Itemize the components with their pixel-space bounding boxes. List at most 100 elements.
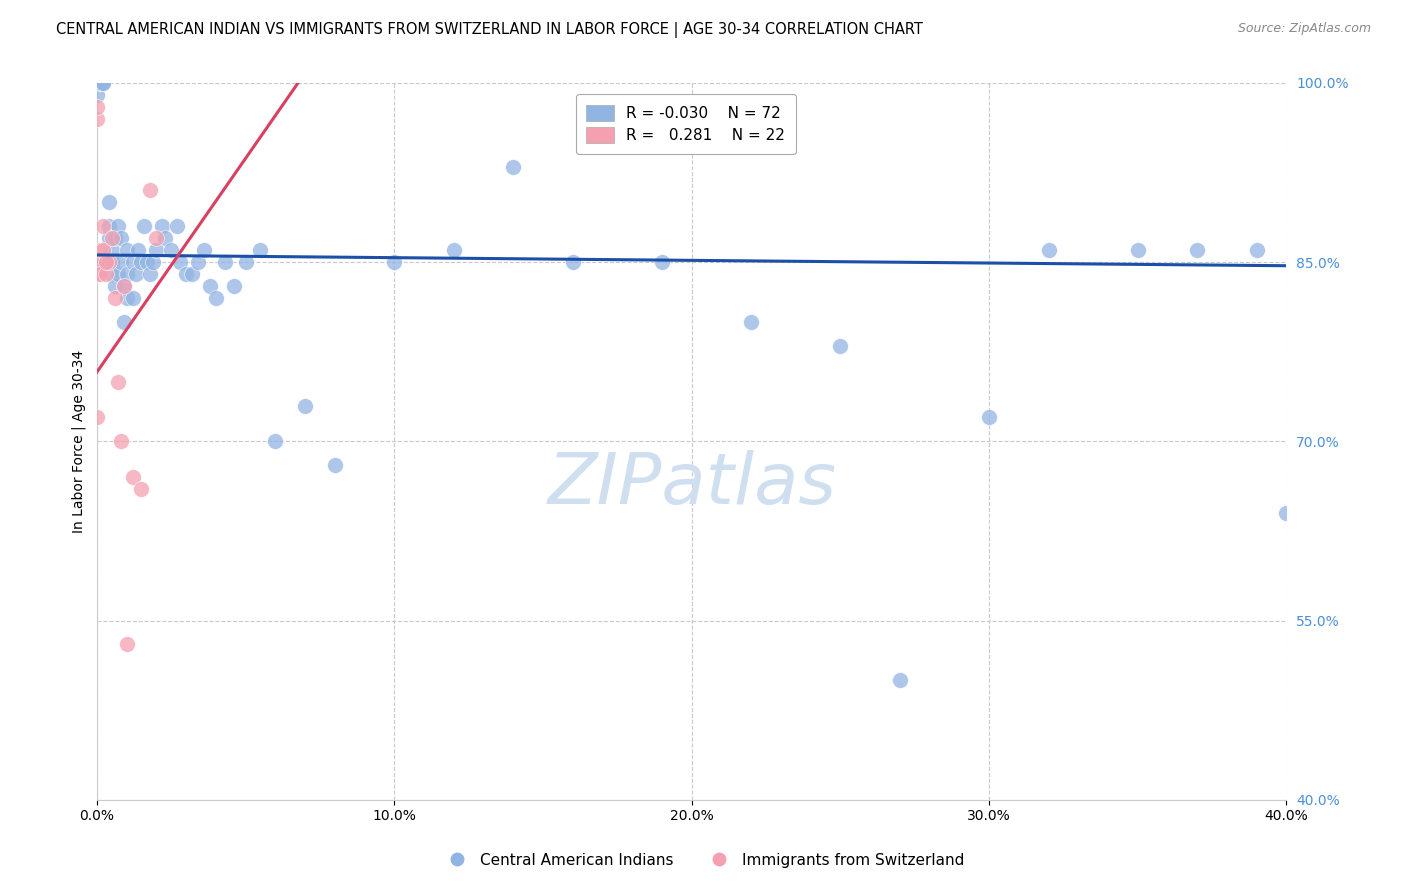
- Point: [89, 76, 111, 90]
- Point: [145, 243, 167, 257]
- Point: [382, 255, 405, 269]
- Point: [104, 291, 127, 305]
- Point: [110, 255, 132, 269]
- Point: [131, 255, 153, 269]
- Point: [86, 267, 108, 281]
- Point: [91, 76, 114, 90]
- Point: [86, 76, 108, 90]
- Point: [502, 160, 524, 174]
- Point: [561, 255, 583, 269]
- Point: [174, 267, 197, 281]
- Point: [181, 267, 204, 281]
- Point: [94, 255, 117, 269]
- Point: [160, 243, 183, 257]
- Point: [112, 315, 135, 329]
- Point: [121, 255, 143, 269]
- Point: [112, 279, 135, 293]
- Point: [1038, 243, 1060, 257]
- Point: [443, 243, 465, 257]
- Point: [107, 267, 129, 281]
- Point: [204, 291, 226, 305]
- Point: [89, 243, 111, 257]
- Point: [100, 231, 122, 245]
- Point: [112, 279, 135, 293]
- Point: [89, 267, 111, 281]
- Point: [115, 243, 138, 257]
- Legend: R = -0.030    N = 72, R =   0.281    N = 22: R = -0.030 N = 72, R = 0.281 N = 22: [575, 95, 796, 153]
- Point: [830, 339, 852, 353]
- Point: [104, 279, 127, 293]
- Point: [145, 231, 167, 245]
- Point: [155, 231, 177, 245]
- Point: [222, 279, 245, 293]
- Point: [86, 410, 108, 425]
- Point: [142, 255, 165, 269]
- Point: [89, 76, 111, 90]
- Point: [107, 375, 129, 389]
- Point: [94, 255, 117, 269]
- Point: [86, 76, 108, 90]
- Point: [139, 184, 162, 198]
- Point: [86, 100, 108, 114]
- Text: ZIPatlas: ZIPatlas: [547, 450, 837, 519]
- Point: [91, 255, 114, 269]
- Point: [110, 231, 132, 245]
- Point: [193, 243, 215, 257]
- Point: [139, 267, 162, 281]
- Point: [86, 87, 108, 102]
- Point: [131, 482, 153, 496]
- Point: [97, 195, 120, 210]
- Point: [97, 219, 120, 234]
- Point: [1246, 243, 1268, 257]
- Point: [104, 231, 127, 245]
- Point: [97, 255, 120, 269]
- Point: [97, 231, 120, 245]
- Point: [100, 255, 122, 269]
- Point: [1275, 506, 1298, 520]
- Point: [249, 243, 271, 257]
- Point: [651, 255, 673, 269]
- Point: [1187, 243, 1209, 257]
- Point: [86, 76, 108, 90]
- Point: [166, 219, 188, 234]
- Point: [91, 76, 114, 90]
- Point: [86, 112, 108, 126]
- Y-axis label: In Labor Force | Age 30-34: In Labor Force | Age 30-34: [72, 350, 86, 533]
- Point: [91, 243, 114, 257]
- Point: [91, 219, 114, 234]
- Point: [1126, 243, 1149, 257]
- Point: [86, 255, 108, 269]
- Point: [977, 410, 1000, 425]
- Point: [100, 243, 122, 257]
- Point: [121, 291, 143, 305]
- Point: [214, 255, 236, 269]
- Point: [235, 255, 257, 269]
- Legend: Central American Indians, Immigrants from Switzerland: Central American Indians, Immigrants fro…: [436, 847, 970, 873]
- Text: Source: ZipAtlas.com: Source: ZipAtlas.com: [1237, 22, 1371, 36]
- Point: [134, 219, 156, 234]
- Point: [294, 399, 316, 413]
- Point: [187, 255, 209, 269]
- Point: [264, 434, 287, 449]
- Point: [100, 267, 122, 281]
- Point: [110, 434, 132, 449]
- Point: [198, 279, 221, 293]
- Point: [94, 267, 117, 281]
- Point: [889, 673, 911, 688]
- Point: [115, 291, 138, 305]
- Point: [740, 315, 762, 329]
- Point: [107, 219, 129, 234]
- Point: [136, 255, 159, 269]
- Point: [124, 267, 146, 281]
- Point: [94, 255, 117, 269]
- Point: [86, 76, 108, 90]
- Point: [121, 470, 143, 484]
- Point: [115, 637, 138, 651]
- Point: [115, 267, 138, 281]
- Text: CENTRAL AMERICAN INDIAN VS IMMIGRANTS FROM SWITZERLAND IN LABOR FORCE | AGE 30-3: CENTRAL AMERICAN INDIAN VS IMMIGRANTS FR…: [56, 22, 924, 38]
- Point: [127, 243, 149, 257]
- Point: [150, 219, 173, 234]
- Point: [169, 255, 191, 269]
- Point: [89, 76, 111, 90]
- Point: [323, 458, 346, 473]
